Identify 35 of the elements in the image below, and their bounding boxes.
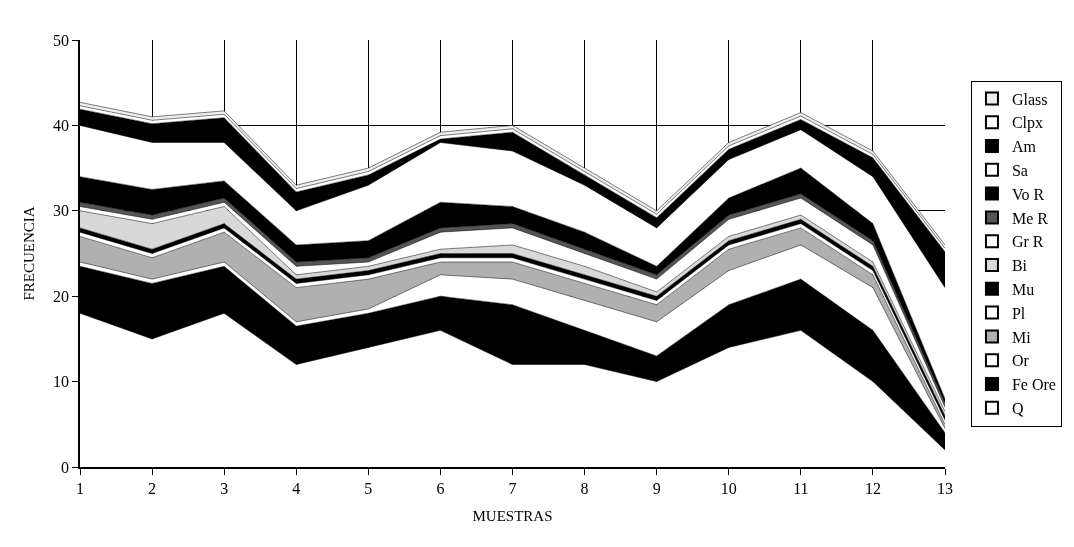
legend-label: Am xyxy=(1011,138,1037,156)
legend-label: Vo R xyxy=(1011,185,1045,203)
x-tick-label: 13 xyxy=(937,479,953,497)
x-tick-label: 3 xyxy=(220,479,229,497)
x-axis-title: MUESTRAS xyxy=(472,508,553,525)
legend-label: Gr R xyxy=(1011,233,1044,251)
legend-label: Fe Ore xyxy=(1011,376,1056,394)
legend-label: Me R xyxy=(1011,209,1049,227)
legend-label: Q xyxy=(1011,400,1024,418)
y-tick-label: 50 xyxy=(53,31,70,49)
x-tick-label: 12 xyxy=(864,479,881,497)
x-tick-label: 5 xyxy=(364,479,373,497)
y-tick-label: 30 xyxy=(53,202,70,220)
x-tick-label: 1 xyxy=(76,479,84,497)
y-tick-label: 20 xyxy=(53,287,70,305)
legend-label: Sa xyxy=(1011,162,1028,180)
x-tick-label: 7 xyxy=(508,479,517,497)
x-tick-label: 8 xyxy=(580,479,589,497)
y-tick-label: 10 xyxy=(53,373,70,391)
x-tick-label: 6 xyxy=(436,479,445,497)
legend-label: Mu xyxy=(1011,281,1035,299)
legend-label: Mi xyxy=(1011,328,1032,346)
x-tick-label: 11 xyxy=(793,479,809,497)
y-tick-label: 0 xyxy=(61,458,70,476)
legend-label: Pl xyxy=(1011,304,1026,322)
x-tick-label: 4 xyxy=(292,479,301,497)
legend-label: Bi xyxy=(1011,257,1028,275)
legend-label: Glass xyxy=(1011,90,1048,108)
y-axis-title: FRECUENCIA xyxy=(20,206,37,301)
x-tick-label: 2 xyxy=(148,479,157,497)
legend-label: Clpx xyxy=(1011,114,1044,133)
x-tick-label: 9 xyxy=(652,479,661,497)
y-tick-label: 40 xyxy=(53,117,70,134)
x-tick-label: 10 xyxy=(720,479,737,497)
legend-label: Or xyxy=(1011,352,1030,370)
